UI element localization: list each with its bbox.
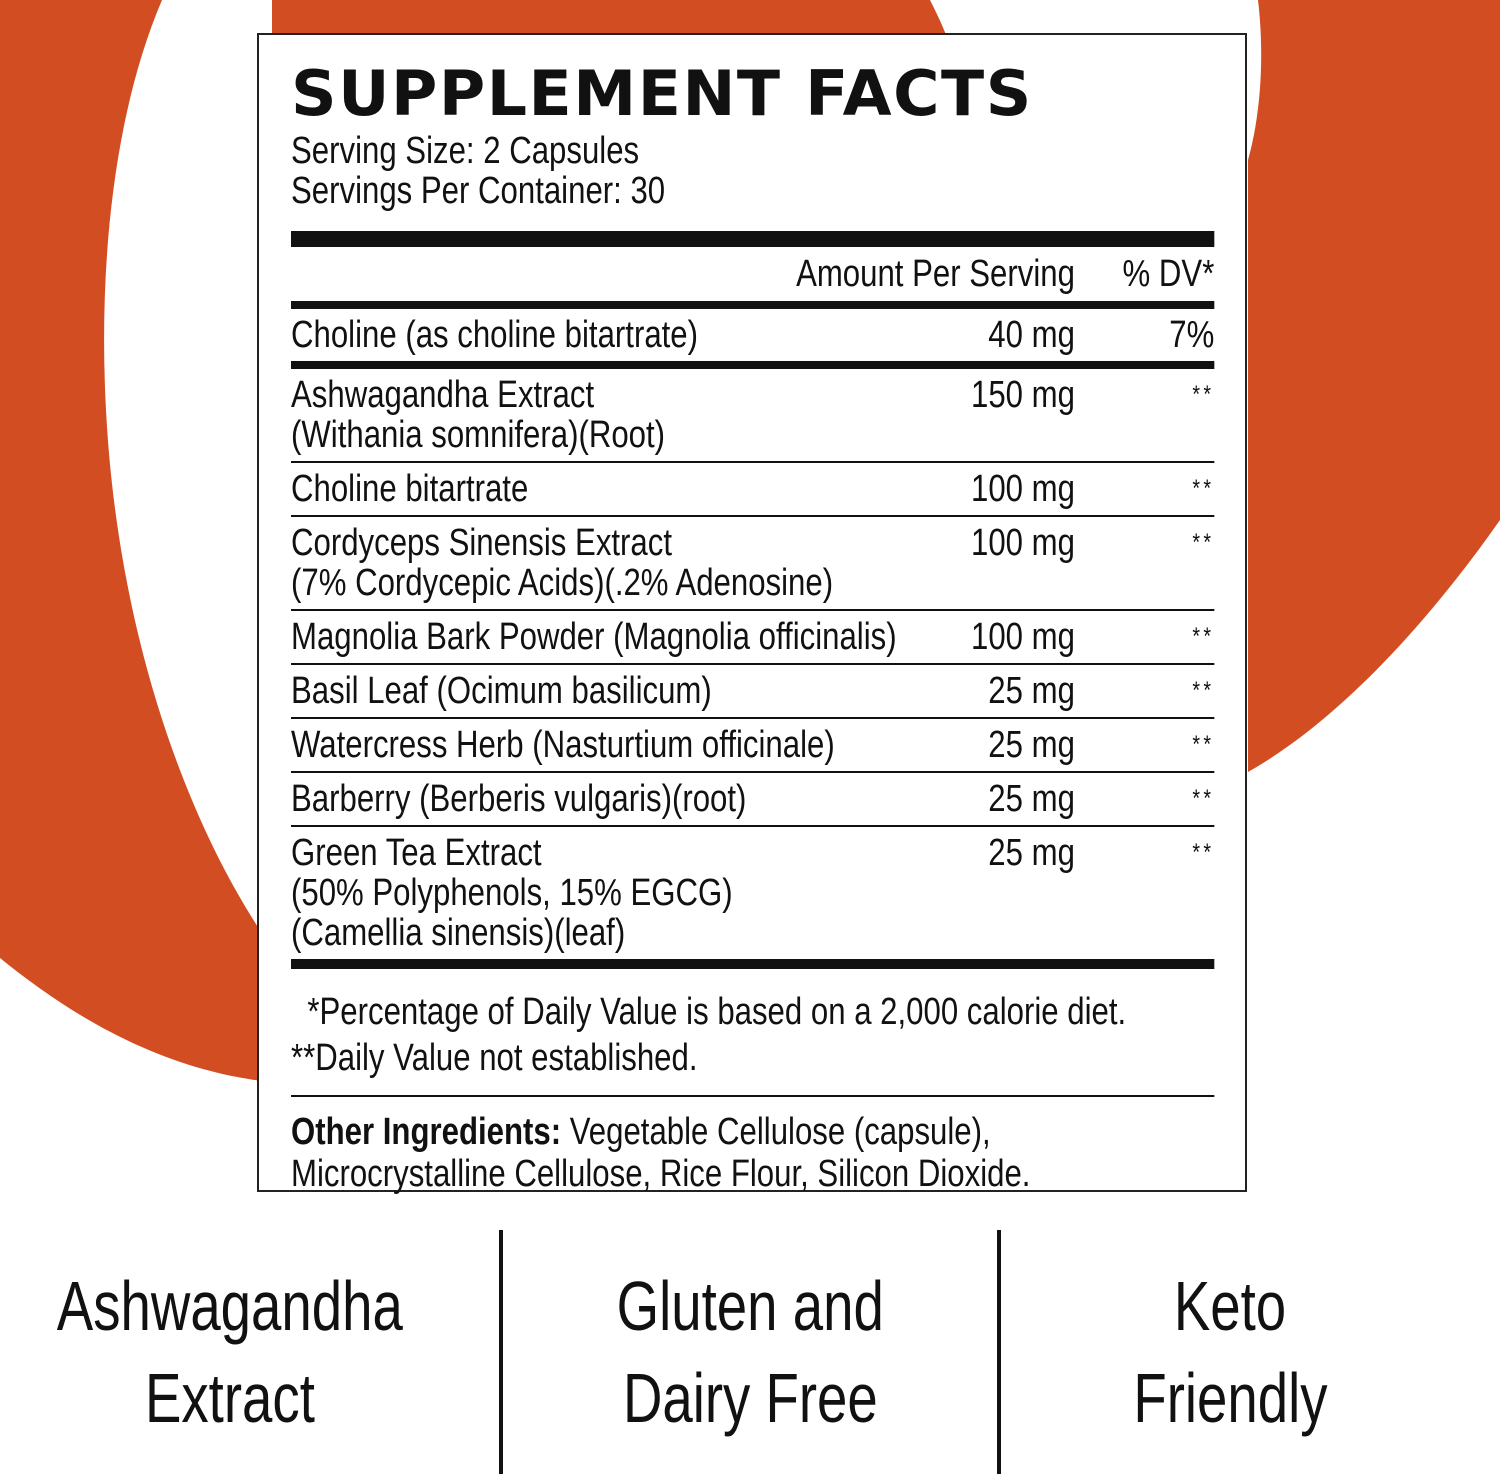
ingredient-dv: 7% xyxy=(1169,314,1215,356)
badge-line: Gluten and xyxy=(616,1267,884,1345)
ingredient-name: Magnolia Bark Powder (Magnolia officinal… xyxy=(291,617,936,657)
badge-line: Keto xyxy=(1173,1267,1287,1345)
ingredient-name: Choline bitartrate xyxy=(291,469,936,509)
badge-line: Dairy Free xyxy=(622,1359,878,1437)
ingredient-amount: 40 mg xyxy=(988,314,1075,356)
badge-divider xyxy=(997,1230,1001,1474)
ingredient-name-line: (7% Cordycepic Acids)(.2% Adenosine) xyxy=(291,562,834,604)
ingredient-name-line: Ashwagandha Extract xyxy=(291,374,595,416)
ingredient-amount: 25 mg xyxy=(988,778,1075,820)
orange-arc-right xyxy=(1248,0,1500,772)
ingredient-dv: ** xyxy=(1192,475,1215,502)
header-amount: Amount Per Serving xyxy=(796,253,1075,295)
table-row: Cordyceps Sinensis Extract (7% Cordycepic… xyxy=(291,517,1215,611)
table-row: Choline (as choline bitartrate) 40 mg 7% xyxy=(291,309,1215,369)
table-row: Choline bitartrate 100 mg ** xyxy=(291,463,1215,517)
ingredient-name: Barberry (Berberis vulgaris)(root) xyxy=(291,779,936,819)
ingredient-name: Watercress Herb (Nasturtium officinale) xyxy=(291,725,936,765)
ingredient-name: Choline (as choline bitartrate) xyxy=(291,315,936,355)
divider xyxy=(291,1095,1215,1097)
table-row: Basil Leaf (Ocimum basilicum) 25 mg ** xyxy=(291,665,1215,719)
ingredient-name-line: Choline bitartrate xyxy=(291,468,529,510)
serving-size: Serving Size: 2 Capsules xyxy=(291,130,640,172)
table-row: Barberry (Berberis vulgaris)(root) 25 mg *… xyxy=(291,773,1215,827)
supplement-facts-label: SUPPLEMENT FACTS Serving Size: 2 Capsule… xyxy=(257,33,1247,1195)
ingredient-amount: 100 mg xyxy=(970,616,1075,658)
ingredient-dv: ** xyxy=(1192,677,1215,704)
ingredient-name-line: Choline (as choline bitartrate) xyxy=(291,314,699,356)
ingredient-amount: 25 mg xyxy=(988,670,1075,712)
orange-arc-left xyxy=(0,0,270,1082)
ingredient-dv: ** xyxy=(1192,623,1215,650)
other-ingredients-label: Other Ingredients: xyxy=(291,1111,562,1153)
header-divider xyxy=(291,301,1215,309)
badge-line: Friendly xyxy=(1132,1359,1328,1437)
orange-arc-top xyxy=(272,0,948,40)
table-row: Magnolia Bark Powder (Magnolia officinal… xyxy=(291,611,1215,665)
ingredient-dv: ** xyxy=(1192,731,1215,758)
ingredient-amount: 100 mg xyxy=(970,522,1075,564)
ingredient-name-line: Cordyceps Sinensis Extract xyxy=(291,522,673,564)
badge-line: Extract xyxy=(145,1359,315,1437)
badge-divider xyxy=(499,1230,503,1474)
feature-badges: Ashwagandha Extract Gluten and Dairy Fre… xyxy=(0,1230,1500,1474)
ingredient-dv: ** xyxy=(1192,785,1215,812)
ingredient-name: Basil Leaf (Ocimum basilicum) xyxy=(291,671,936,711)
other-ingredients-line-1: Vegetable Cellulose (capsule), xyxy=(561,1111,991,1153)
badge-ashwagandha: Ashwagandha Extract xyxy=(0,1260,480,1444)
ingredient-amount: 100 mg xyxy=(970,468,1075,510)
ingredient-name-line: Barberry (Berberis vulgaris)(root) xyxy=(291,778,747,820)
label-title: SUPPLEMENT FACTS xyxy=(291,57,1033,130)
ingredient-amount: 25 mg xyxy=(988,724,1075,766)
header-dv: % DV* xyxy=(1122,253,1215,295)
ingredient-dv: ** xyxy=(1192,381,1215,408)
footnote-dv: *Percentage of Daily Value is based on a… xyxy=(307,991,1127,1033)
table-end-divider xyxy=(291,959,1215,969)
ingredient-name-line: (50% Polyphenols, 15% EGCG) xyxy=(291,872,733,914)
thick-divider xyxy=(291,231,1215,247)
other-ingredients: Other Ingredients: Vegetable Cellulose (… xyxy=(291,1097,1214,1195)
ingredient-table: Choline (as choline bitartrate) 40 mg 7% As… xyxy=(291,309,1215,959)
ingredient-name-line: (Camellia sinensis)(leaf) xyxy=(291,912,626,954)
ingredient-name-line: Magnolia Bark Powder (Magnolia officinal… xyxy=(291,616,897,658)
footnote-not-established: **Daily Value not established. xyxy=(291,1037,698,1079)
badge-line: Ashwagandha xyxy=(56,1267,404,1345)
ingredient-name-line: Green Tea Extract xyxy=(291,832,542,874)
servings-per-container: Servings Per Container: 30 xyxy=(291,170,666,212)
badge-keto-friendly: Keto Friendly xyxy=(980,1260,1480,1444)
ingredient-dv: ** xyxy=(1192,529,1215,556)
table-row: Green Tea Extract (50% Polyphenols, 15% E… xyxy=(291,827,1214,959)
table-row: Ashwagandha Extract (Withania somnifera)(… xyxy=(291,369,1215,463)
ingredient-amount: 150 mg xyxy=(970,374,1075,416)
other-ingredients-line-2: Microcrystalline Cellulose, Rice Flour, … xyxy=(291,1153,1031,1195)
ingredient-name-line: Watercress Herb (Nasturtium officinale) xyxy=(291,724,835,766)
ingredient-amount: 25 mg xyxy=(988,832,1075,874)
ingredient-name-line: Basil Leaf (Ocimum basilicum) xyxy=(291,670,712,712)
table-row: Watercress Herb (Nasturtium officinale) 2… xyxy=(291,719,1215,773)
badge-gluten-dairy-free: Gluten and Dairy Free xyxy=(500,1260,1000,1444)
ingredient-dv: ** xyxy=(1192,839,1215,866)
table-header: Amount Per Serving % DV* xyxy=(291,247,1214,301)
ingredient-name: Green Tea Extract (50% Polyphenols, 15% E… xyxy=(291,833,936,953)
ingredient-name-line: (Withania somnifera)(Root) xyxy=(291,414,666,456)
ingredient-name: Ashwagandha Extract (Withania somnifera)(… xyxy=(291,375,936,455)
ingredient-name: Cordyceps Sinensis Extract (7% Cordycepic… xyxy=(291,523,936,603)
